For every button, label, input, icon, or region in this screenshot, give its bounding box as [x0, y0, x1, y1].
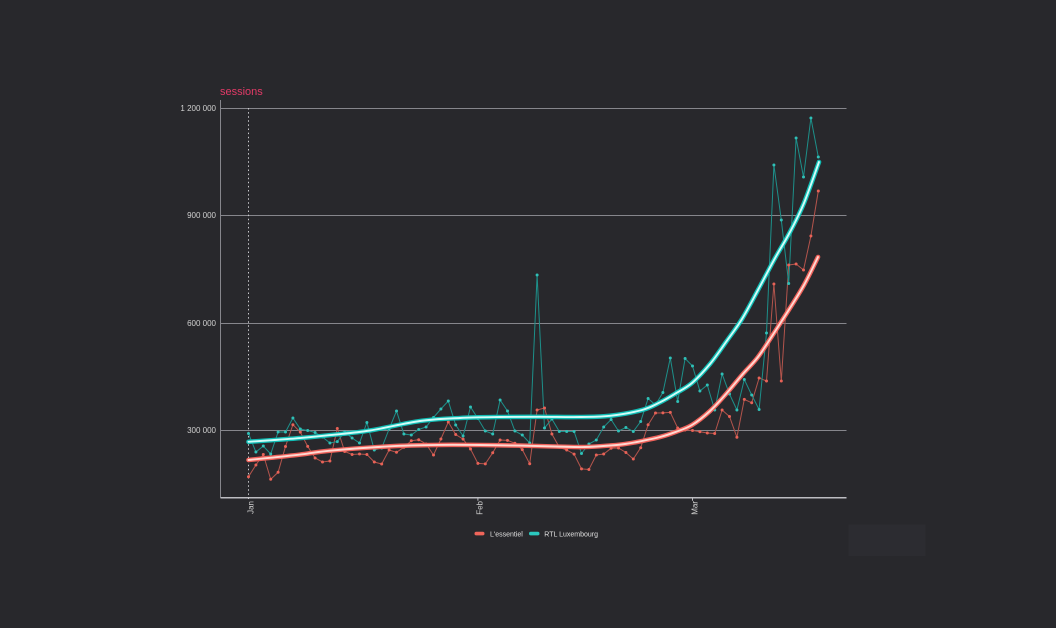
svg-text:1 200 000: 1 200 000 — [180, 104, 216, 113]
svg-text:Feb: Feb — [476, 500, 485, 514]
svg-text:sessions: sessions — [220, 86, 263, 98]
svg-text:L'essentiel: L'essentiel — [490, 531, 523, 538]
svg-text:900 000: 900 000 — [187, 211, 216, 220]
svg-text:RTL Luxembourg: RTL Luxembourg — [544, 531, 598, 538]
svg-text:600 000: 600 000 — [187, 319, 216, 328]
svg-text:Mar: Mar — [690, 501, 699, 515]
svg-text:300 000: 300 000 — [187, 426, 216, 435]
svg-text:Jan: Jan — [246, 501, 255, 514]
